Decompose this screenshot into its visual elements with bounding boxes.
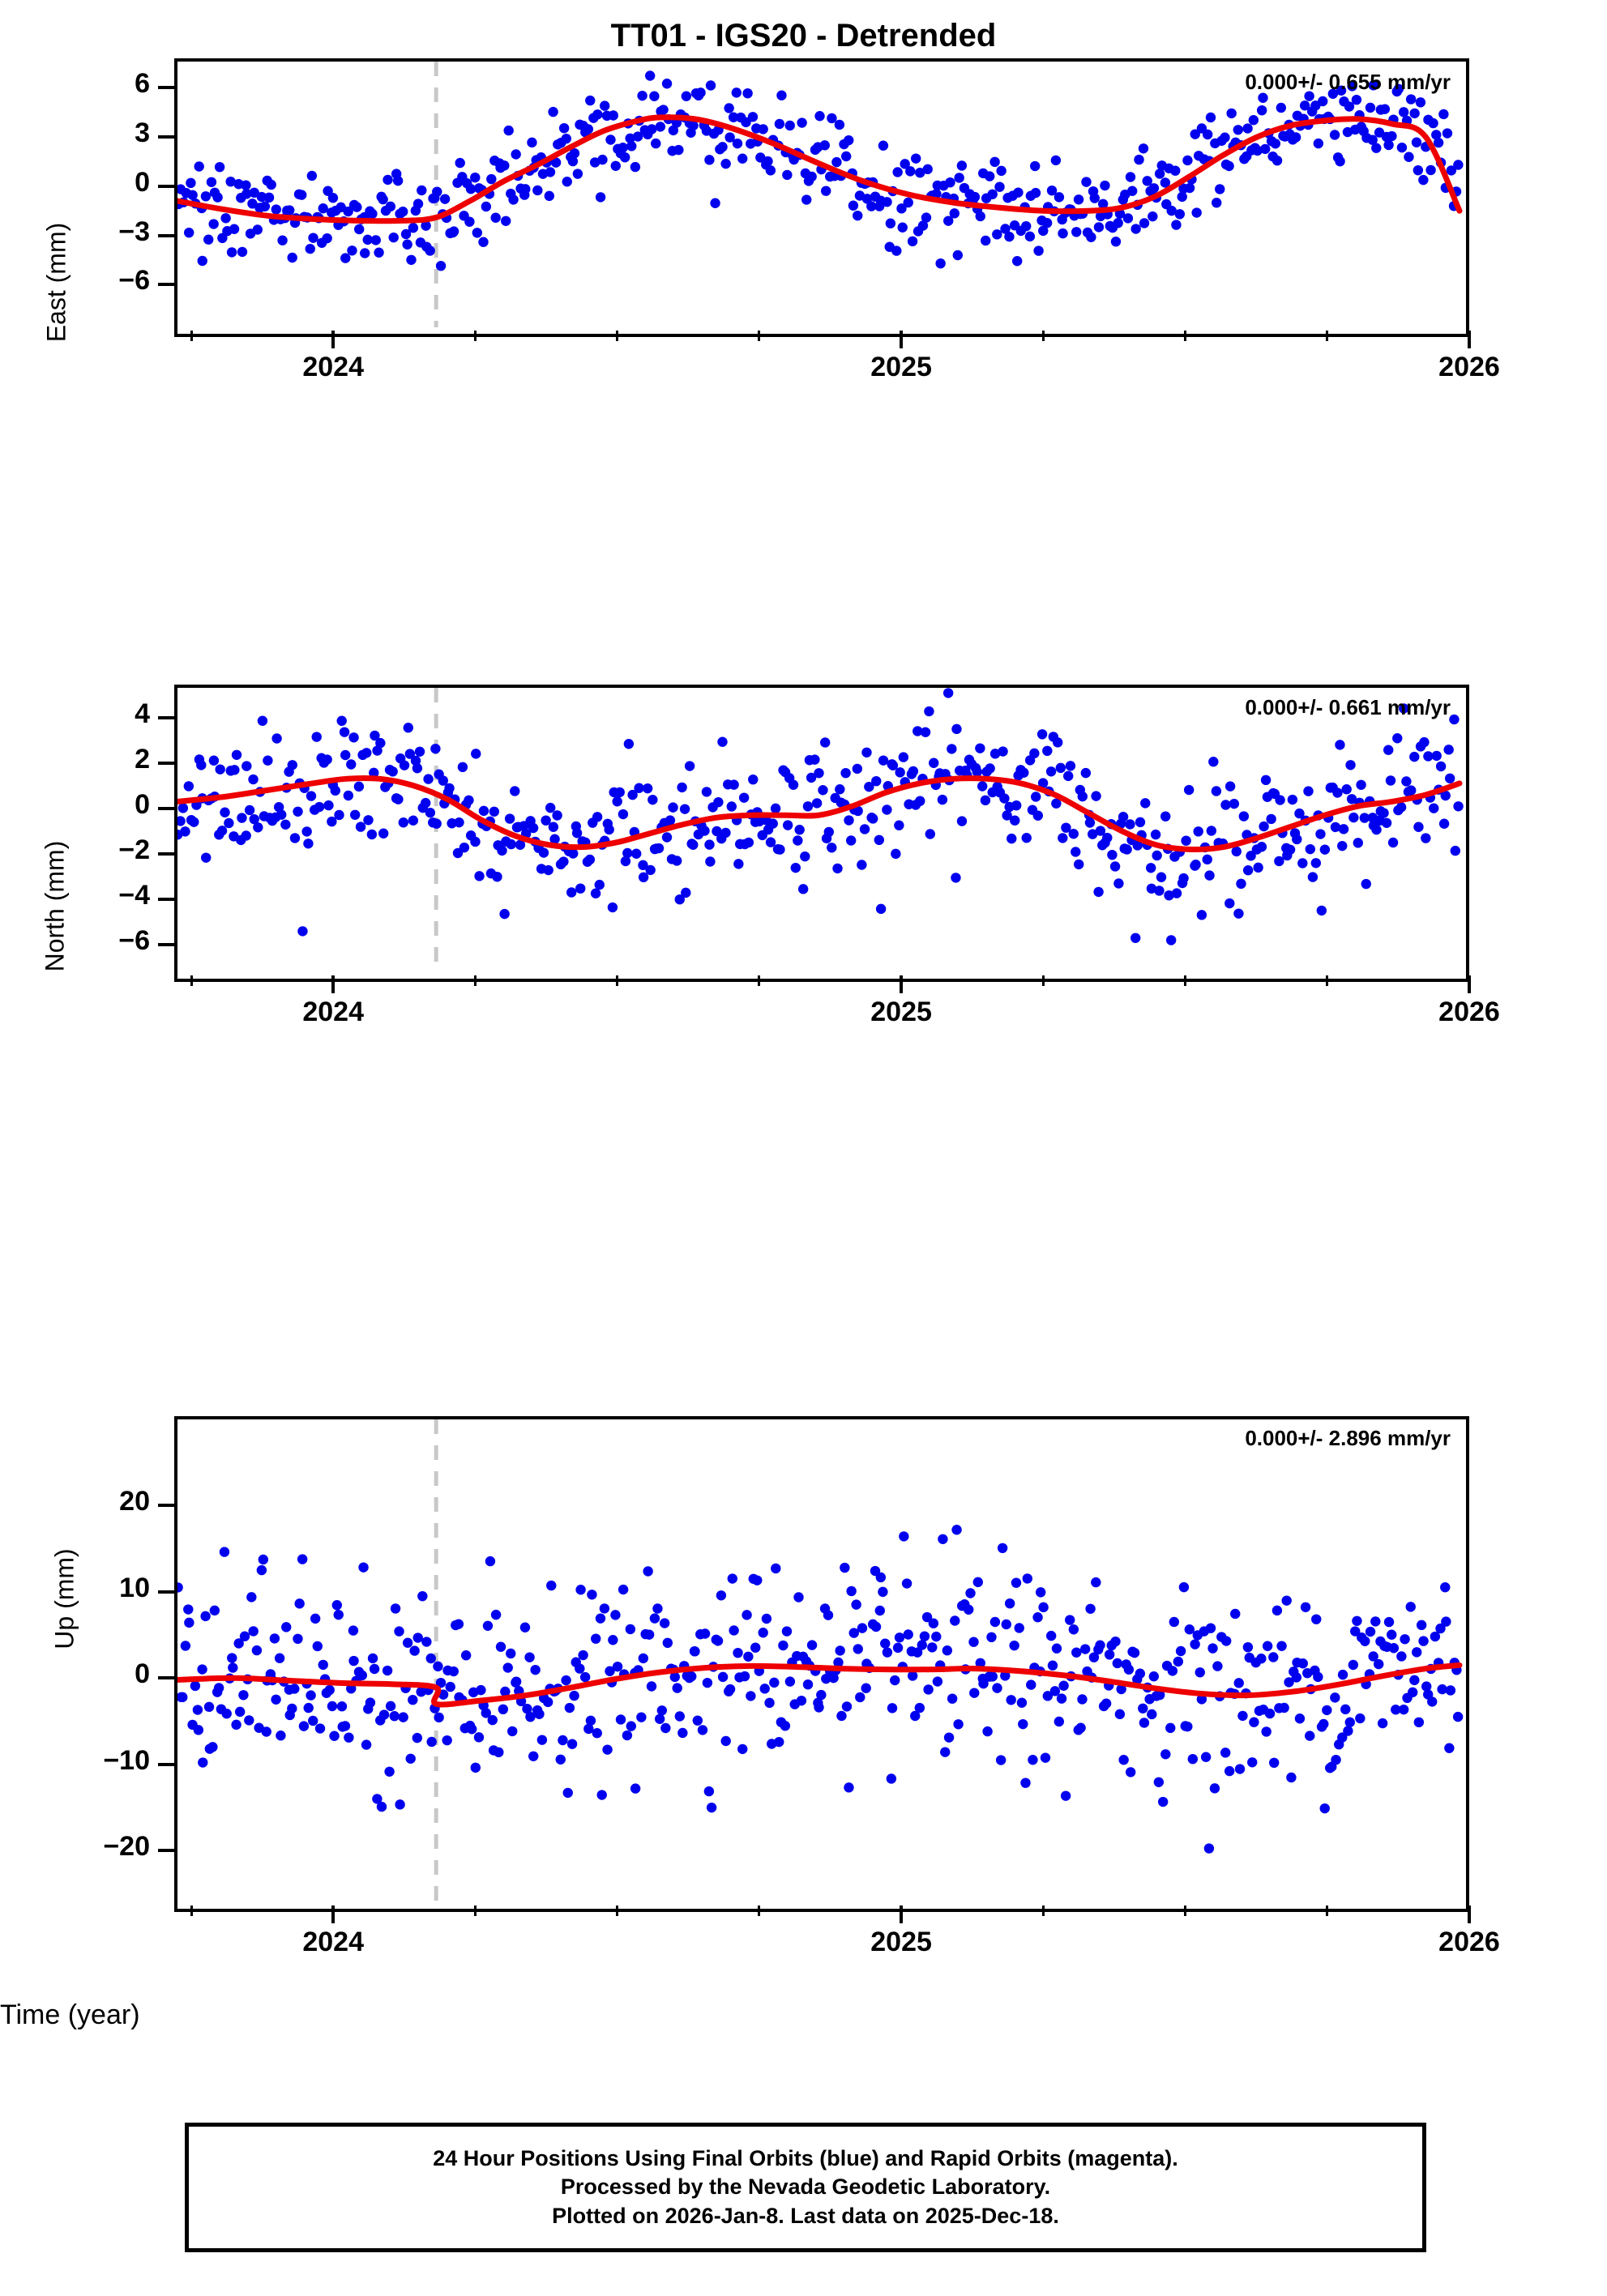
- x-tick-minor-north: [616, 975, 619, 986]
- plot-svg-east: [177, 62, 1464, 327]
- rate-annotation-east: 0.000+/- 0.655 mm/yr: [1245, 70, 1451, 94]
- x-tick-major-2026-up: [1468, 1906, 1471, 1923]
- y-tick-label--2-north: −2: [118, 834, 150, 865]
- y-tick--4-north: [158, 898, 174, 902]
- fit-curve-north: [177, 775, 1463, 852]
- caption-line-2: Processed by the Nevada Geodetic Laborat…: [560, 2174, 1051, 2200]
- x-tick-minor-east: [1041, 331, 1045, 341]
- x-tick-minor-north: [1041, 975, 1045, 986]
- x-tick-major-2024-up: [331, 1906, 336, 1923]
- y-tick-10-up: [158, 1590, 174, 1594]
- x-tick-minor-up: [474, 1906, 477, 1916]
- x-tick-label-2024-up: 2024: [302, 1927, 364, 1957]
- y-tick-label--6-north: −6: [118, 925, 150, 957]
- y-tick-label--10-up: −10: [103, 1744, 150, 1776]
- data-points-up: [177, 1525, 1464, 1854]
- x-tick-label-2025-north: 2025: [870, 996, 932, 1027]
- x-tick-minor-north: [758, 975, 761, 986]
- x-tick-label-2024-east: 2024: [302, 352, 364, 382]
- x-tick-minor-up: [190, 1906, 193, 1916]
- y-tick--2-north: [158, 852, 174, 856]
- y-tick--6-east: [158, 283, 174, 287]
- y-tick-0-up: [158, 1676, 174, 1680]
- caption-line-1: 24 Hour Positions Using Final Orbits (bl…: [433, 2145, 1178, 2170]
- x-tick-minor-east: [474, 331, 477, 341]
- x-tick-minor-north: [190, 975, 193, 986]
- y-tick-label-6-east: 6: [135, 68, 150, 100]
- y-tick-label-0-north: 0: [135, 788, 150, 820]
- y-tick-0-north: [158, 806, 174, 810]
- y-tick-label-10-up: 10: [119, 1572, 150, 1603]
- x-tick-major-2024-north: [331, 975, 336, 993]
- plot-area-east: [174, 58, 1469, 337]
- y-tick--20-up: [158, 1849, 174, 1853]
- y-tick-label--4-north: −4: [118, 880, 150, 911]
- y-tick-2-north: [158, 761, 174, 765]
- plot-svg-north: [177, 688, 1464, 972]
- y-tick-0-east: [158, 184, 174, 188]
- caption-box: 24 Hour Positions Using Final Orbits (bl…: [185, 2123, 1426, 2252]
- fit-curve-up: [177, 1662, 1463, 1708]
- y-tick-4-north: [158, 715, 174, 719]
- x-tick-minor-north: [474, 975, 477, 986]
- caption-line-3: Plotted on 2026-Jan-8. Last data on 2025…: [552, 2203, 1059, 2228]
- x-tick-minor-north: [1326, 975, 1329, 986]
- y-tick--6-north: [158, 943, 174, 947]
- x-tick-major-2026-north: [1468, 975, 1471, 993]
- y-tick--3-east: [158, 233, 174, 237]
- y-tick-label--3-east: −3: [118, 216, 150, 247]
- x-tick-major-2024-east: [331, 331, 336, 348]
- figure-title: TT01 - IGS20 - Detrended: [610, 18, 997, 53]
- rate-annotation-up: 0.000+/- 2.896 mm/yr: [1245, 1426, 1451, 1450]
- y-tick-label-2-north: 2: [135, 743, 150, 775]
- x-tick-minor-up: [616, 1906, 619, 1916]
- x-tick-label-2025-up: 2025: [870, 1927, 932, 1957]
- x-tick-label-2025-east: 2025: [870, 352, 932, 382]
- x-tick-minor-east: [758, 331, 761, 341]
- x-tick-minor-east: [616, 331, 619, 341]
- plot-area-north: [174, 685, 1469, 982]
- data-points-north: [177, 688, 1464, 945]
- x-tick-label-2026-east: 2026: [1438, 352, 1500, 382]
- x-tick-major-2025-east: [900, 331, 904, 348]
- y-tick--10-up: [158, 1762, 174, 1766]
- y-tick-20-up: [158, 1504, 174, 1508]
- x-tick-label-2026-north: 2026: [1438, 996, 1500, 1027]
- x-tick-minor-east: [1184, 331, 1187, 341]
- x-tick-minor-up: [758, 1906, 761, 1916]
- y-tick-3-east: [158, 135, 174, 139]
- x-tick-minor-east: [190, 331, 193, 341]
- y-tick-label--6-east: −6: [118, 265, 150, 297]
- x-tick-label-2024-north: 2024: [302, 996, 364, 1027]
- y-tick-label-3-east: 3: [135, 117, 150, 149]
- data-points-east: [177, 70, 1464, 271]
- y-tick-label--20-up: −20: [103, 1831, 150, 1863]
- x-tick-minor-up: [1184, 1906, 1187, 1916]
- x-tick-minor-up: [1326, 1906, 1329, 1916]
- x-tick-major-2025-north: [900, 975, 904, 993]
- y-tick-6-east: [158, 86, 174, 90]
- y-tick-label-0-east: 0: [135, 166, 150, 198]
- plot-area-up: [174, 1416, 1469, 1912]
- x-tick-minor-east: [1326, 331, 1329, 341]
- x-tick-label-2026-up: 2026: [1438, 1927, 1500, 1957]
- y-tick-label-4-north: 4: [135, 698, 150, 729]
- rate-annotation-north: 0.000+/- 0.661 mm/yr: [1245, 695, 1451, 719]
- x-tick-major-2025-up: [900, 1906, 904, 1923]
- fit-curve-east: [177, 114, 1463, 224]
- plot-svg-up: [177, 1419, 1464, 1902]
- y-tick-label-0-up: 0: [135, 1658, 150, 1690]
- x-tick-minor-north: [1184, 975, 1187, 986]
- x-tick-minor-up: [1041, 1906, 1045, 1916]
- y-tick-label-20-up: 20: [119, 1486, 150, 1517]
- x-tick-major-2026-east: [1468, 331, 1471, 348]
